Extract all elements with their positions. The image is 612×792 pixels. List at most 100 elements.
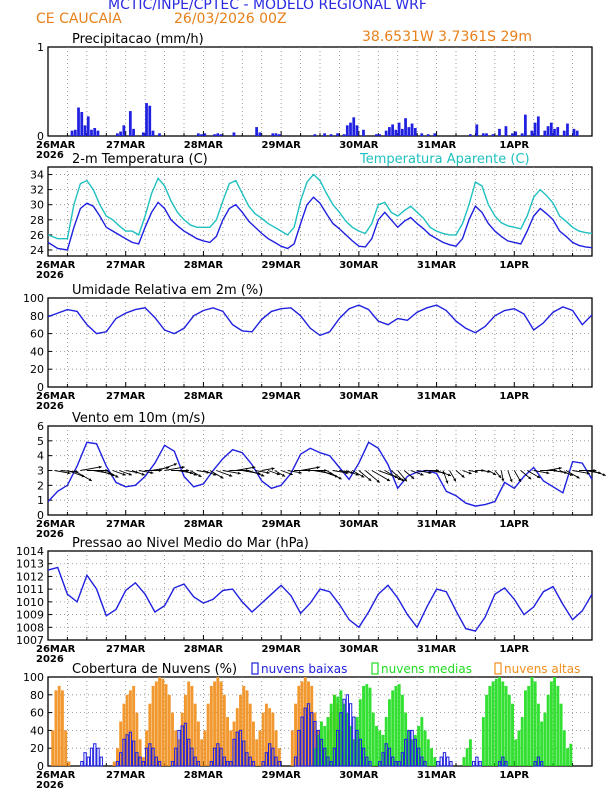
x-tick-label: 1APR: [499, 391, 529, 402]
precip-bar: [572, 128, 576, 136]
cloud-bar-high: [67, 761, 71, 766]
x-tick-label: 29MAR: [261, 770, 301, 781]
precip-bar: [546, 126, 550, 136]
x-tick-label: 31MAR: [417, 260, 457, 271]
cloud-bar-high: [252, 721, 255, 766]
precip-bar: [362, 129, 365, 136]
cloud-bar-low: [297, 729, 301, 767]
x-tick-label: 31MAR: [417, 770, 457, 781]
cloud-bar-low: [209, 761, 214, 767]
precip-bar: [258, 132, 262, 136]
precip-bar: [536, 116, 540, 136]
cloud-bar-low: [394, 761, 398, 767]
wind-vector-head: [276, 472, 280, 476]
wind-vector-shaft: [371, 470, 391, 482]
cloud-bar-low: [352, 716, 356, 767]
cloud-bar-low: [80, 761, 84, 767]
cloud-bar-low: [242, 740, 246, 767]
precip-bar: [73, 129, 77, 136]
wind-vector: [209, 470, 224, 479]
x-tick-label: 27MAR: [106, 260, 146, 271]
wind-vector-head: [518, 478, 521, 482]
cloud-bar-low: [131, 740, 136, 767]
cloud-bar-mid: [462, 757, 466, 766]
cloud-bar-low: [190, 747, 194, 767]
precip-bar: [116, 133, 119, 136]
precip-bar: [562, 130, 566, 136]
cloud-bar-mid: [355, 717, 359, 766]
cloud-bar-low: [222, 756, 226, 767]
cloud-bar-high: [128, 690, 132, 766]
cloud-bar-low: [138, 756, 142, 767]
cloud-bar-low: [536, 756, 541, 767]
precip-bar: [86, 116, 90, 136]
cloud-bar-low: [329, 761, 333, 767]
cloud-bar-low: [183, 722, 188, 767]
wind-vector-head: [401, 478, 405, 482]
cloud-bar-low: [368, 761, 372, 767]
cloud-bar-low: [83, 752, 87, 767]
cloud-bar-mid: [336, 696, 340, 766]
cloud-bar-low: [313, 721, 317, 767]
cloud-bar-low: [135, 752, 139, 767]
y-tick-label: 0: [37, 381, 44, 394]
wind-vector: [280, 470, 293, 476]
wind-vector: [481, 469, 491, 474]
cloud-bar-low: [403, 738, 408, 767]
wind-vector-shaft: [67, 470, 85, 478]
cloud-bar-low: [148, 743, 152, 767]
precip-bar: [504, 126, 508, 136]
series-line-temperatura-aparente: [47, 173, 593, 240]
y-tick-label: 34: [30, 169, 44, 182]
cloud-bar-low: [170, 761, 175, 767]
wind-vector-head: [298, 470, 302, 475]
cloud-bar-low: [119, 752, 123, 767]
cloud-bar-high: [303, 677, 307, 766]
cloud-bar-low: [387, 747, 392, 767]
wind-vector-shaft: [73, 470, 93, 482]
cloud-bar-low: [410, 729, 414, 767]
precip-bar: [433, 133, 437, 136]
wind-vector-shaft: [80, 466, 102, 471]
x-year-label: 2026: [36, 654, 64, 665]
wind-vector: [520, 470, 532, 480]
precip-bar: [158, 133, 161, 136]
cloud-bar-high: [60, 690, 64, 766]
panel-temp: 24 26 28 30 32 34 26MAR 27MAR 28MAR 29MAR 30MAR 31M…: [30, 152, 593, 281]
wind-vector-head: [546, 471, 550, 475]
cloud-bar-low: [144, 747, 149, 767]
y-tick-label: 0: [37, 509, 44, 522]
wind-vector: [183, 470, 198, 476]
cloud-bar-low: [193, 756, 197, 767]
cloud-bar-high: [294, 703, 298, 766]
wind-vector-head: [88, 478, 92, 481]
cloud-bar-mid: [553, 677, 557, 766]
wind-vector: [358, 470, 372, 482]
precip-bar: [524, 114, 527, 136]
precip-bar: [468, 134, 472, 136]
cloud-bar-low: [274, 756, 278, 767]
precip-bar: [530, 130, 534, 136]
cloud-bar-mid: [540, 721, 544, 766]
cloud-bar-mid: [494, 678, 498, 766]
cloud-bar-high: [119, 721, 123, 766]
cloud-bar-high: [226, 717, 230, 766]
cloud-bar-mid: [524, 690, 527, 766]
x-tick-label: 27MAR: [106, 391, 146, 402]
cloud-bar-high: [167, 694, 171, 766]
cloud-bar-mid: [394, 685, 398, 766]
cloud-bar-high: [261, 712, 265, 766]
legend-swatch: [371, 662, 379, 675]
x-tick-label: 27MAR: [106, 519, 146, 530]
cloud-bar-low: [115, 761, 120, 767]
cloud-bar-low: [397, 761, 401, 767]
cloud-bar-mid: [320, 721, 323, 766]
wind-vector: [403, 470, 415, 480]
cloud-bar-high: [57, 685, 61, 766]
cloud-bar-high: [196, 721, 200, 766]
wind-vector-head: [403, 478, 407, 482]
precip-bar: [151, 130, 155, 136]
cloud-bar-mid: [339, 690, 343, 766]
cloud-bar-low: [384, 743, 388, 767]
cloud-bar-mid: [391, 690, 395, 766]
